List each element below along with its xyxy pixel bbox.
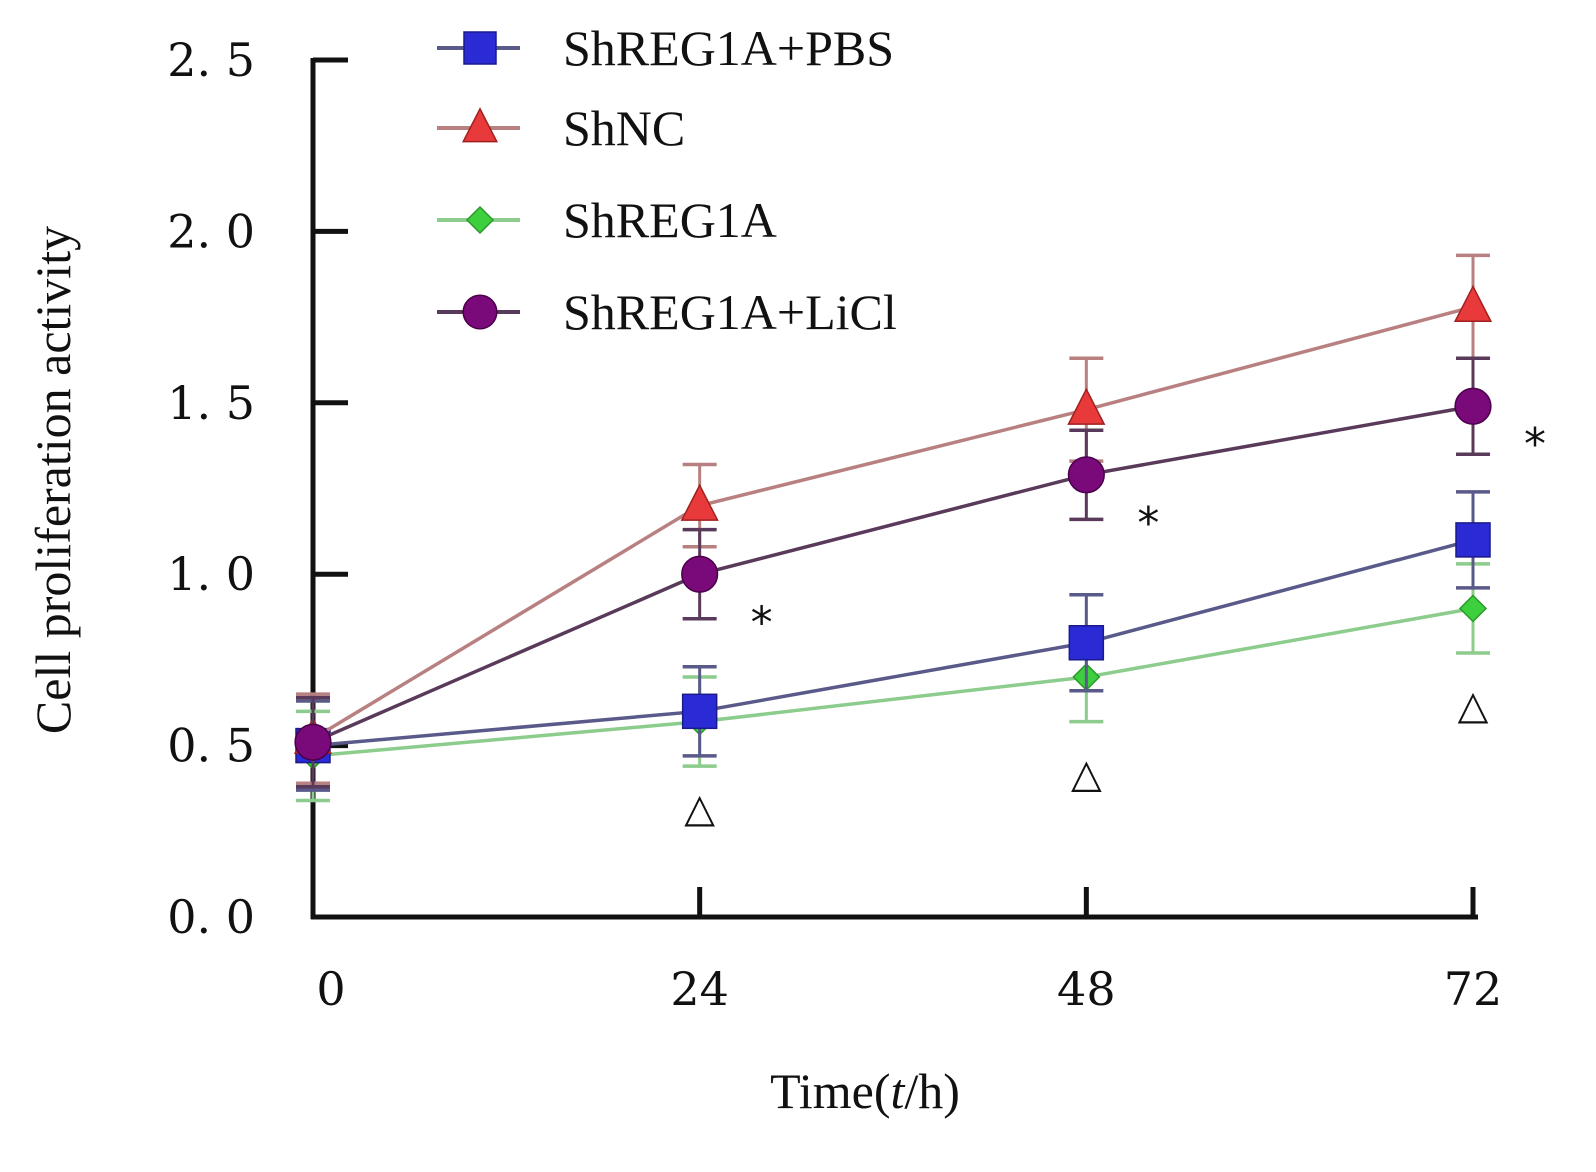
marker-diamond — [465, 205, 495, 235]
y-tick-label: 2. 0 — [167, 204, 255, 258]
marker-triangle — [1453, 284, 1493, 323]
x-axis-title-italic: t — [890, 1063, 905, 1119]
marker-triangle — [680, 483, 719, 521]
y-axis-title: Cell proliferation activity — [25, 226, 81, 734]
annotations: * * * △ △ △ — [684, 419, 1546, 831]
legend-label: ShNC — [563, 100, 685, 156]
marker-triangle — [461, 107, 499, 143]
y-tick-label: 1. 0 — [167, 547, 255, 601]
significance-triangle: △ — [1458, 682, 1489, 728]
series-line — [312, 305, 1474, 741]
significance-asterisk: * — [1524, 419, 1546, 470]
legend-item: ShREG1A — [437, 192, 777, 248]
legend-item: ShREG1A+PBS — [437, 20, 894, 76]
marker-square — [463, 31, 497, 65]
x-tick-label: 72 — [1444, 962, 1503, 1016]
legend-label: ShREG1A+LiCl — [563, 284, 897, 340]
marker-circle — [462, 294, 498, 330]
marker-circle — [1067, 456, 1105, 494]
marker-triangle — [1067, 387, 1106, 425]
x-tick-label: 24 — [670, 962, 729, 1016]
series-layer — [293, 253, 1493, 803]
series-line — [312, 606, 1474, 758]
x-tick-label: 0 — [316, 962, 345, 1016]
marker-square — [1455, 522, 1491, 558]
significance-asterisk: * — [751, 597, 773, 648]
marker-circle — [1454, 387, 1492, 425]
marker-square — [681, 693, 718, 730]
series-shreg1a-pbs — [295, 490, 1491, 792]
y-tick-label: 0. 0 — [167, 890, 255, 944]
series-line — [312, 404, 1474, 744]
legend-label: ShREG1A+PBS — [563, 20, 894, 76]
series-line — [312, 538, 1474, 748]
y-tick-label: 1. 5 — [167, 376, 255, 430]
y-tick-label: 0. 5 — [167, 719, 255, 773]
significance-triangle: △ — [1071, 751, 1102, 797]
marker-circle — [681, 555, 719, 593]
significance-triangle: △ — [684, 785, 715, 831]
marker-circle — [294, 723, 332, 761]
x-axis-title-prefix: Time( — [770, 1063, 890, 1119]
series-shreg1a-licl — [294, 356, 1492, 789]
x-axis-title: Time(t/h) — [770, 1063, 960, 1119]
legend-item: ShREG1A+LiCl — [437, 284, 897, 340]
x-axis-title-suffix: /h) — [904, 1063, 960, 1119]
series-shreg1a — [296, 562, 1490, 803]
legend: ShREG1A+PBS ShNC ShREG1A ShREG1A+LiCl — [437, 20, 897, 340]
axes: 0. 0 0. 5 1. 0 1. 5 2. 0 2. 5 0 24 48 72 — [167, 33, 1502, 1016]
marker-square — [1068, 625, 1105, 661]
legend-label: ShREG1A — [563, 192, 777, 248]
x-tick-label: 48 — [1057, 962, 1116, 1016]
y-tick-label: 2. 5 — [167, 33, 255, 87]
legend-item: ShNC — [437, 100, 685, 156]
significance-asterisk: * — [1137, 498, 1159, 549]
marker-diamond — [1458, 594, 1488, 623]
